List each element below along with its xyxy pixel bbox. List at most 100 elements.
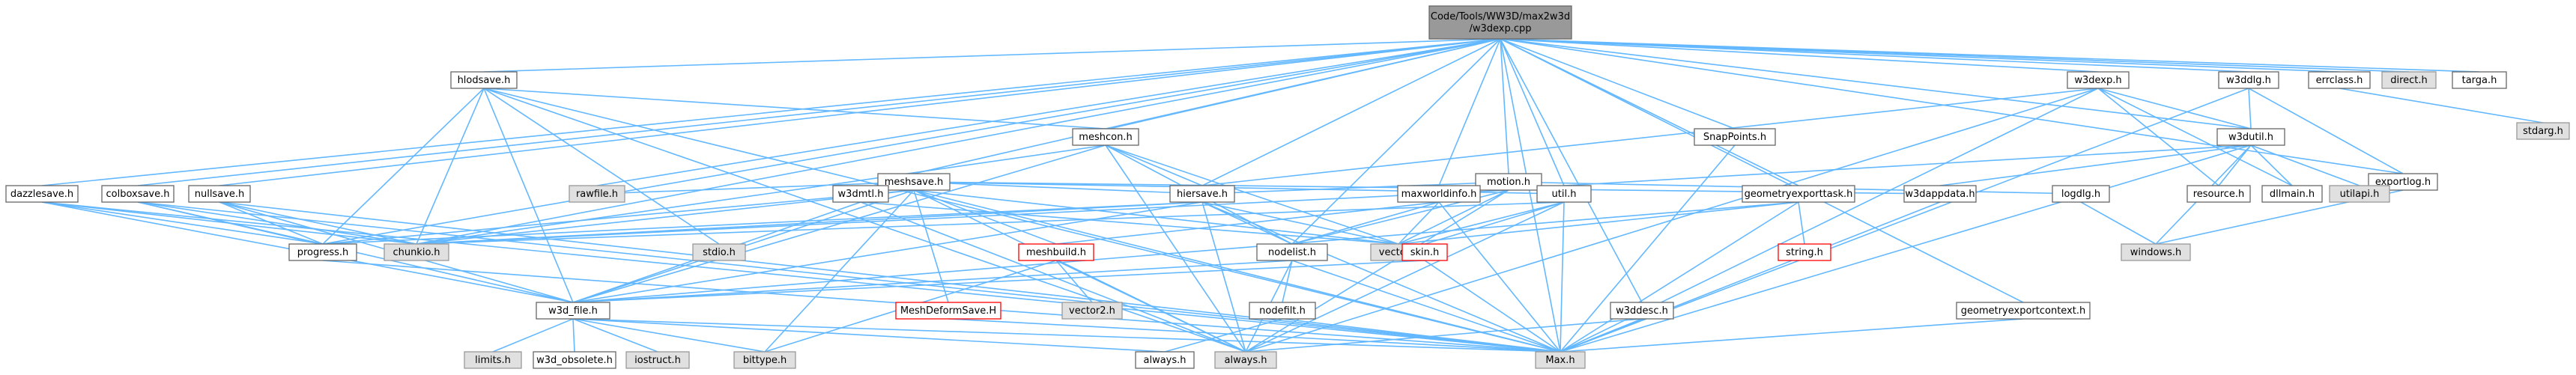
- node-windows[interactable]: windows.h: [2121, 243, 2191, 261]
- edge-hiersave-to-chunkio: [416, 201, 1203, 245]
- node-dazzlesave[interactable]: dazzlesave.h: [5, 185, 79, 203]
- edge-root-to-colboxsave: [137, 38, 1501, 186]
- node-geomexportctx[interactable]: geometryexportcontext.h: [1956, 302, 2091, 320]
- node-snappoints[interactable]: SnapPoints.h: [1694, 128, 1776, 146]
- node-label: geometryexporttask.h: [1745, 189, 1853, 200]
- node-box: [536, 302, 610, 320]
- node-meshdeform[interactable]: MeshDeformSave.H: [895, 302, 1001, 320]
- node-w3ddesc[interactable]: w3ddesc.h: [1610, 302, 1674, 320]
- edge-root-to-meshsave: [913, 38, 1501, 174]
- node-utilapi[interactable]: utilapi.h: [2329, 185, 2390, 203]
- edge-hiersave-to-max: [1201, 201, 1561, 353]
- node-label: SnapPoints.h: [1703, 132, 1766, 143]
- node-box: [5, 185, 79, 203]
- node-box: [450, 71, 518, 89]
- node-bittype[interactable]: bittype.h: [733, 351, 796, 369]
- node-w3dutil[interactable]: w3dutil.h: [2216, 128, 2285, 146]
- node-box: [733, 351, 796, 369]
- node-nullsave[interactable]: nullsave.h: [188, 185, 251, 203]
- node-maxworldinfo[interactable]: maxworldinfo.h: [1397, 185, 1481, 203]
- edge-hlodsave-to-meshcon: [483, 88, 1106, 129]
- node-rawfile[interactable]: rawfile.h: [569, 185, 625, 203]
- node-skin[interactable]: skin.h: [1401, 243, 1448, 261]
- node-always_n[interactable]: always.h: [1135, 351, 1195, 369]
- edge-geomexportctx-to-max: [1560, 318, 2024, 353]
- node-nodefilt[interactable]: nodefilt.h: [1249, 302, 1316, 320]
- edge-root-to-hlodsave: [483, 38, 1501, 73]
- edge-nodefilt-to-max: [1282, 318, 1561, 353]
- edge-nodefilt-to-always_n: [1164, 318, 1283, 353]
- node-w3dfile[interactable]: w3d_file.h: [536, 302, 610, 320]
- node-label: w3ddesc.h: [1616, 305, 1668, 317]
- node-box: [2308, 71, 2371, 89]
- node-root[interactable]: Code/Tools/WW3D/max2w3d/w3dexp.cpp: [1428, 5, 1572, 40]
- node-label: colboxsave.h: [106, 189, 169, 200]
- node-box: [1956, 302, 2091, 320]
- edge-w3dexp_h-to-resource: [2097, 88, 2219, 186]
- node-colboxsave[interactable]: colboxsave.h: [101, 185, 175, 203]
- node-meshsave[interactable]: meshsave.h: [877, 173, 951, 191]
- node-targa[interactable]: targa.h: [2452, 71, 2507, 89]
- node-iostruct[interactable]: iostruct.h: [625, 351, 690, 369]
- node-limits[interactable]: limits.h: [464, 351, 522, 369]
- edge-nullsave-to-progress: [219, 201, 324, 245]
- node-stdarg[interactable]: stdarg.h: [2516, 122, 2570, 140]
- node-always_e[interactable]: always.h: [1214, 351, 1277, 369]
- node-box: [188, 185, 251, 203]
- node-w3dobsolete[interactable]: w3d_obsolete.h: [533, 351, 616, 369]
- node-box: [1397, 185, 1481, 203]
- node-vector2[interactable]: vector2.h: [1061, 302, 1123, 320]
- edge-w3dmtl-to-vector: [860, 201, 1399, 245]
- node-w3dmtl[interactable]: w3dmtl.h: [832, 185, 889, 203]
- node-box: [1475, 173, 1542, 191]
- node-w3dappdata[interactable]: w3dappdata.h: [1903, 185, 1977, 203]
- edge-meshcon-to-w3dfile: [572, 144, 1106, 303]
- node-string[interactable]: string.h: [1778, 243, 1831, 261]
- node-w3dexp_h[interactable]: w3dexp.h: [2067, 71, 2130, 89]
- node-label: progress.h: [297, 247, 349, 258]
- node-box: [2329, 185, 2390, 203]
- node-box: [692, 243, 746, 261]
- edge-root-to-rawfile: [596, 38, 1501, 186]
- edge-maxworldinfo-to-max: [1438, 201, 1561, 353]
- node-util[interactable]: util.h: [1536, 185, 1592, 203]
- node-geomexporttask[interactable]: geometryexporttask.h: [1742, 185, 1855, 203]
- node-label: windows.h: [2130, 247, 2181, 258]
- node-meshcon[interactable]: meshcon.h: [1072, 128, 1139, 146]
- edge-root-to-geomexportctx: [1500, 38, 2024, 303]
- edge-errclass-to-stdarg: [2339, 88, 2544, 124]
- node-dllmain[interactable]: dllmain.h: [2261, 185, 2323, 203]
- node-motion[interactable]: motion.h: [1475, 173, 1542, 191]
- edge-hlodsave-to-progress: [322, 88, 485, 245]
- node-resource[interactable]: resource.h: [2186, 185, 2251, 203]
- node-box: [2186, 185, 2251, 203]
- node-chunkio[interactable]: chunkio.h: [384, 243, 449, 261]
- edge-root-to-nodelist: [1291, 38, 1501, 245]
- node-direct[interactable]: direct.h: [2381, 71, 2437, 89]
- node-box: [1428, 5, 1572, 40]
- edge-snappoints-to-max: [1560, 144, 1736, 353]
- node-w3ddlg[interactable]: w3ddlg.h: [2218, 71, 2279, 89]
- edge-w3ddlg-to-w3dutil: [2248, 88, 2252, 129]
- node-box: [533, 351, 616, 369]
- node-box: [1018, 243, 1094, 261]
- node-hlodsave[interactable]: hlodsave.h: [450, 71, 518, 89]
- node-progress[interactable]: progress.h: [288, 243, 357, 261]
- edge-w3dfile-to-always_n: [572, 318, 1166, 353]
- edge-w3ddlg-to-max: [1560, 88, 2249, 353]
- node-label: w3d_file.h: [548, 305, 598, 317]
- node-stdio[interactable]: stdio.h: [692, 243, 746, 261]
- node-hiersave[interactable]: hiersave.h: [1169, 185, 1235, 203]
- edge-w3dutil-to-utilapi: [2250, 144, 2360, 186]
- edge-nodelist-to-w3dfile: [572, 260, 1293, 303]
- edge-meshsave-to-hiersave: [913, 181, 1203, 195]
- node-label: meshcon.h: [1079, 132, 1132, 143]
- node-nodelist[interactable]: nodelist.h: [1256, 243, 1328, 261]
- node-max[interactable]: Max.h: [1535, 351, 1586, 369]
- node-box: [1135, 351, 1195, 369]
- node-logdlg[interactable]: logdlg.h: [2052, 185, 2110, 203]
- edge-hiersave-to-progress: [322, 201, 1203, 245]
- node-errclass[interactable]: errclass.h: [2308, 71, 2371, 89]
- node-meshbuild[interactable]: meshbuild.h: [1018, 243, 1094, 261]
- node-label: limits.h: [475, 355, 511, 366]
